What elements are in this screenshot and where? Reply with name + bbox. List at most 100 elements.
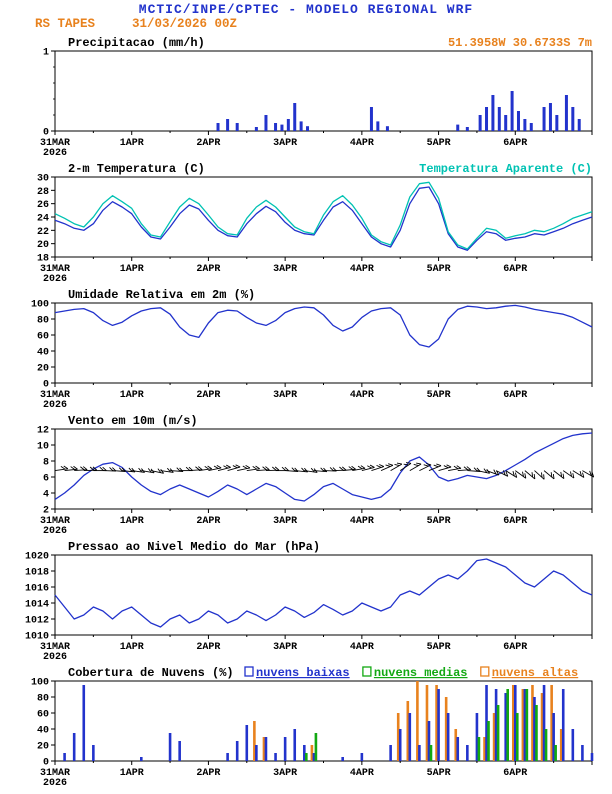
- y-tick-label: 20: [37, 364, 49, 375]
- page-title: MCTIC/INPE/CPTEC - MODELO REGIONAL WRF: [0, 2, 612, 17]
- wind-barb-flag: [379, 465, 384, 467]
- y-tick-label: 20: [37, 240, 49, 251]
- y-tick-label: 1020: [25, 552, 49, 563]
- wind-barb-flag: [434, 465, 439, 467]
- precip-bar: [274, 123, 277, 131]
- x-tick-label: 4APR: [350, 138, 374, 149]
- x-year-label: 2026: [43, 148, 67, 159]
- precip-bar: [306, 126, 309, 131]
- wind-barb-staff: [525, 471, 535, 479]
- x-tick-label: 6APR: [503, 768, 527, 779]
- y-tick-label: 24: [37, 214, 49, 225]
- cloud-bar-nuvens_baixas: [140, 757, 143, 761]
- precip-bar: [549, 103, 552, 131]
- orange-legend-swatch: [481, 667, 489, 676]
- precip-bar: [300, 121, 303, 131]
- green-legend-swatch: [363, 667, 371, 676]
- x-tick-label: 4APR: [350, 768, 374, 779]
- x-tick-label: 4APR: [350, 390, 374, 401]
- wind-barb-flag: [395, 464, 400, 465]
- precip-bar: [511, 91, 514, 131]
- cloud-bar-nuvens_baixas: [447, 713, 450, 761]
- x-tick-label: 5APR: [427, 642, 451, 653]
- x-tick-label: 6APR: [503, 390, 527, 401]
- cloud-bar-nuvens_baixas: [562, 689, 565, 761]
- cloud-bar-nuvens_baixas: [456, 737, 459, 761]
- x-tick-label: 6APR: [503, 516, 527, 527]
- y-tick-label: 40: [37, 726, 49, 737]
- cloud-bar-nuvens_medias: [526, 689, 529, 761]
- y-tick-label: 22: [37, 227, 49, 238]
- y-tick-label: 20: [37, 742, 49, 753]
- y-tick-label: 1: [43, 48, 49, 59]
- x-tick-label: 1APR: [120, 516, 144, 527]
- y-tick-label: 26: [37, 200, 49, 211]
- precip-bar: [255, 127, 258, 131]
- x-tick-label: 5APR: [427, 264, 451, 275]
- wind-barb-flag: [416, 463, 421, 464]
- series-umidade_relativa: [55, 305, 592, 347]
- cloud-bar-nuvens_baixas: [245, 725, 248, 761]
- wind-barb-flag: [223, 466, 227, 468]
- series-vento_velocidade: [55, 433, 592, 501]
- x-tick-label: 1APR: [120, 264, 144, 275]
- cloud-bar-nuvens_baixas: [466, 745, 469, 761]
- wind-barb-flag: [377, 465, 382, 467]
- cloud-bar-nuvens_baixas: [255, 745, 258, 761]
- x-tick-label: 3APR: [273, 642, 297, 653]
- precip-bar: [523, 119, 526, 131]
- wind-barb-staff: [534, 471, 544, 480]
- precip-bar: [571, 107, 574, 131]
- y-tick-label: 30: [37, 174, 49, 185]
- wind-barb-flag: [367, 466, 371, 468]
- x-tick-label: 3APR: [273, 390, 297, 401]
- y-tick-label: 6: [43, 474, 49, 485]
- x-year-label: 2026: [43, 652, 67, 663]
- y-tick-label: 12: [37, 426, 49, 437]
- cloud-bar-nuvens_medias: [497, 705, 500, 761]
- precip-bar: [370, 107, 373, 131]
- blue-legend-swatch: [245, 667, 253, 676]
- chart-temp: 2-m Temperatura (C)Temperatura Aparente …: [0, 159, 612, 285]
- x-tick-label: 1APR: [120, 138, 144, 149]
- cloud-bar-nuvens_baixas: [293, 729, 296, 761]
- y-tick-label: 18: [37, 254, 49, 265]
- precip-bar: [386, 126, 389, 131]
- legend-label: nuvens altas: [492, 666, 578, 680]
- x-tick-label: 5APR: [427, 138, 451, 149]
- precip-bar: [226, 119, 229, 131]
- precip-bar: [530, 123, 533, 131]
- wind-barb-flag: [236, 465, 240, 467]
- wind-barb-flag: [388, 464, 393, 466]
- station-name: RS TAPES: [35, 17, 95, 31]
- x-tick-label: 4APR: [350, 642, 374, 653]
- precip-bar: [543, 107, 546, 131]
- precip-bar: [280, 125, 283, 131]
- y-tick-label: 8: [43, 458, 49, 469]
- legend-label: nuvens baixas: [256, 666, 350, 680]
- cloud-bar-nuvens_baixas: [399, 729, 402, 761]
- wind-barb-flag: [424, 465, 429, 466]
- panel-right-label: 51.3958W 30.6733S 7m: [448, 36, 592, 50]
- wind-barb-flag: [444, 466, 448, 468]
- x-tick-label: 3APR: [273, 768, 297, 779]
- wind-barb-flag: [226, 465, 230, 467]
- cloud-bar-nuvens_medias: [487, 721, 490, 761]
- plot-frame: [55, 429, 592, 509]
- precip-bar: [578, 119, 581, 131]
- x-tick-label: 4APR: [350, 516, 374, 527]
- chart-pressao: Pressao ao Nivel Medio do Mar (hPa)10101…: [0, 537, 612, 663]
- panel-title: Vento em 10m (m/s): [68, 414, 198, 428]
- cloud-bar-nuvens_baixas: [92, 745, 95, 761]
- panel-title: Pressao ao Nivel Medio do Mar (hPa): [68, 540, 320, 554]
- precip-bar: [504, 115, 507, 131]
- cloud-bar-nuvens_medias: [516, 713, 519, 761]
- wind-barb-flag: [436, 464, 441, 466]
- cloud-bar-nuvens_medias: [478, 737, 481, 761]
- y-tick-label: 100: [31, 300, 49, 311]
- chart-precip: Precipitacao (mm/h)51.3958W 30.6733S 7m0…: [0, 33, 612, 159]
